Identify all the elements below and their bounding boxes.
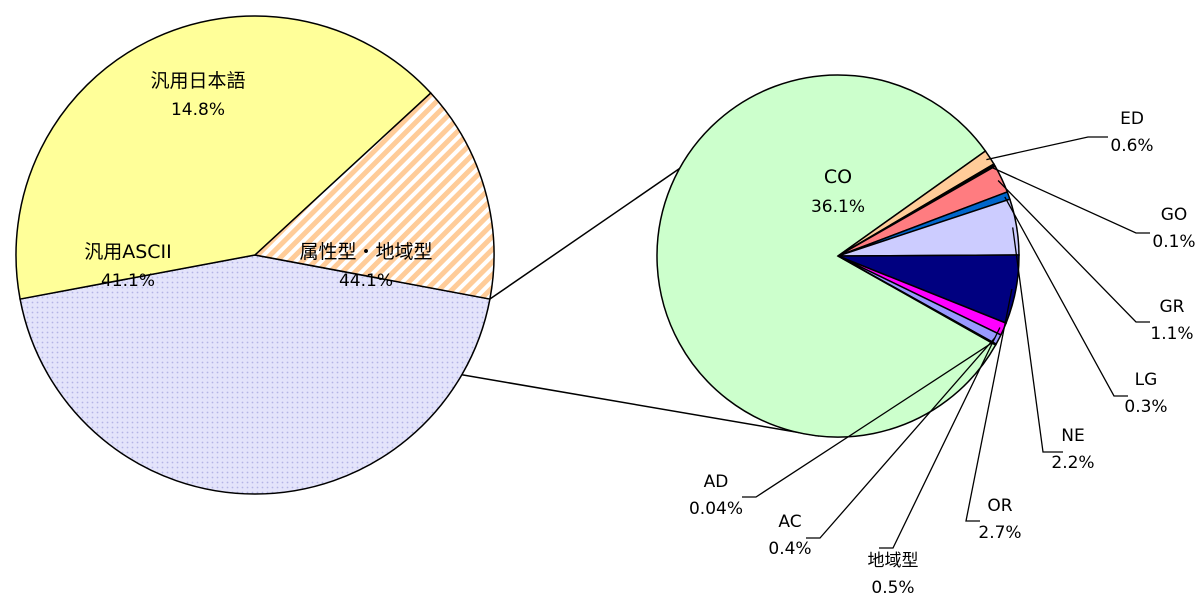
sub-slice-name-co: CO: [824, 166, 852, 188]
sub-slice-name-region: 地域型: [868, 551, 919, 571]
leader-line-ed: [986, 136, 1108, 161]
sub-slice-name-ed: ED: [1120, 109, 1144, 129]
data-labels: 属性型・地域型 44.1% 汎用ASCII 41.1% 汎用日本語 14.8% CO 36.1…: [84, 70, 1195, 598]
leader-line-region: [879, 327, 1001, 549]
sub-slice-ad: [837, 255, 998, 347]
main-slice-value-2: 41.1%: [101, 271, 155, 291]
sub-slice-name-ad: AD: [704, 472, 729, 492]
leader-line-ad: [742, 342, 993, 498]
sub-pie: [656, 74, 1020, 438]
sub-slice-value-go: 0.1%: [1152, 232, 1195, 252]
leader-line-go: [990, 166, 1150, 234]
main-slice-name-3: 汎用日本語: [150, 70, 245, 92]
sub-slice-name-lg: LG: [1135, 370, 1158, 390]
sub-slice-name-or: OR: [987, 496, 1012, 516]
sub-slice-co: [656, 74, 997, 438]
main-slice-2: [15, 15, 432, 300]
sub-slice-name-go: GO: [1161, 205, 1188, 225]
sub-slice-value-ed: 0.6%: [1110, 136, 1153, 156]
main-pie: [15, 15, 495, 495]
sub-slice-value-or: 2.7%: [978, 523, 1021, 543]
sub-slice-value-gr: 1.1%: [1150, 324, 1193, 344]
main-slice-value-3: 14.8%: [171, 100, 225, 120]
sub-slice-value-lg: 0.3%: [1124, 397, 1167, 417]
leader-line-or: [965, 288, 1013, 522]
main-slice-name-1: 属性型・地域型: [299, 241, 432, 263]
sub-slice-value-region: 0.5%: [871, 578, 914, 598]
sub-slice-name-gr: GR: [1160, 297, 1185, 317]
main-slice-name-2: 汎用ASCII: [84, 241, 172, 263]
leader-line-lg: [1004, 196, 1128, 397]
leader-line-ne: [1012, 227, 1063, 453]
sub-slice-value-co: 36.1%: [811, 197, 865, 217]
leader-line-ac: [806, 337, 996, 539]
sub-slice-value-ac: 0.4%: [768, 539, 811, 559]
sub-slice-name-ne: NE: [1061, 426, 1084, 446]
main-slice-1: [19, 254, 491, 495]
main-slice-value-1: 44.1%: [339, 271, 393, 291]
main-slice-3: [253, 91, 495, 300]
sub-slice-name-ac: AC: [778, 512, 801, 532]
sub-slice-value-ne: 2.2%: [1051, 453, 1094, 473]
leader-lines: [742, 136, 1150, 549]
leader-line-gr: [997, 180, 1150, 323]
sub-slice-value-ad: 0.04%: [689, 499, 743, 519]
